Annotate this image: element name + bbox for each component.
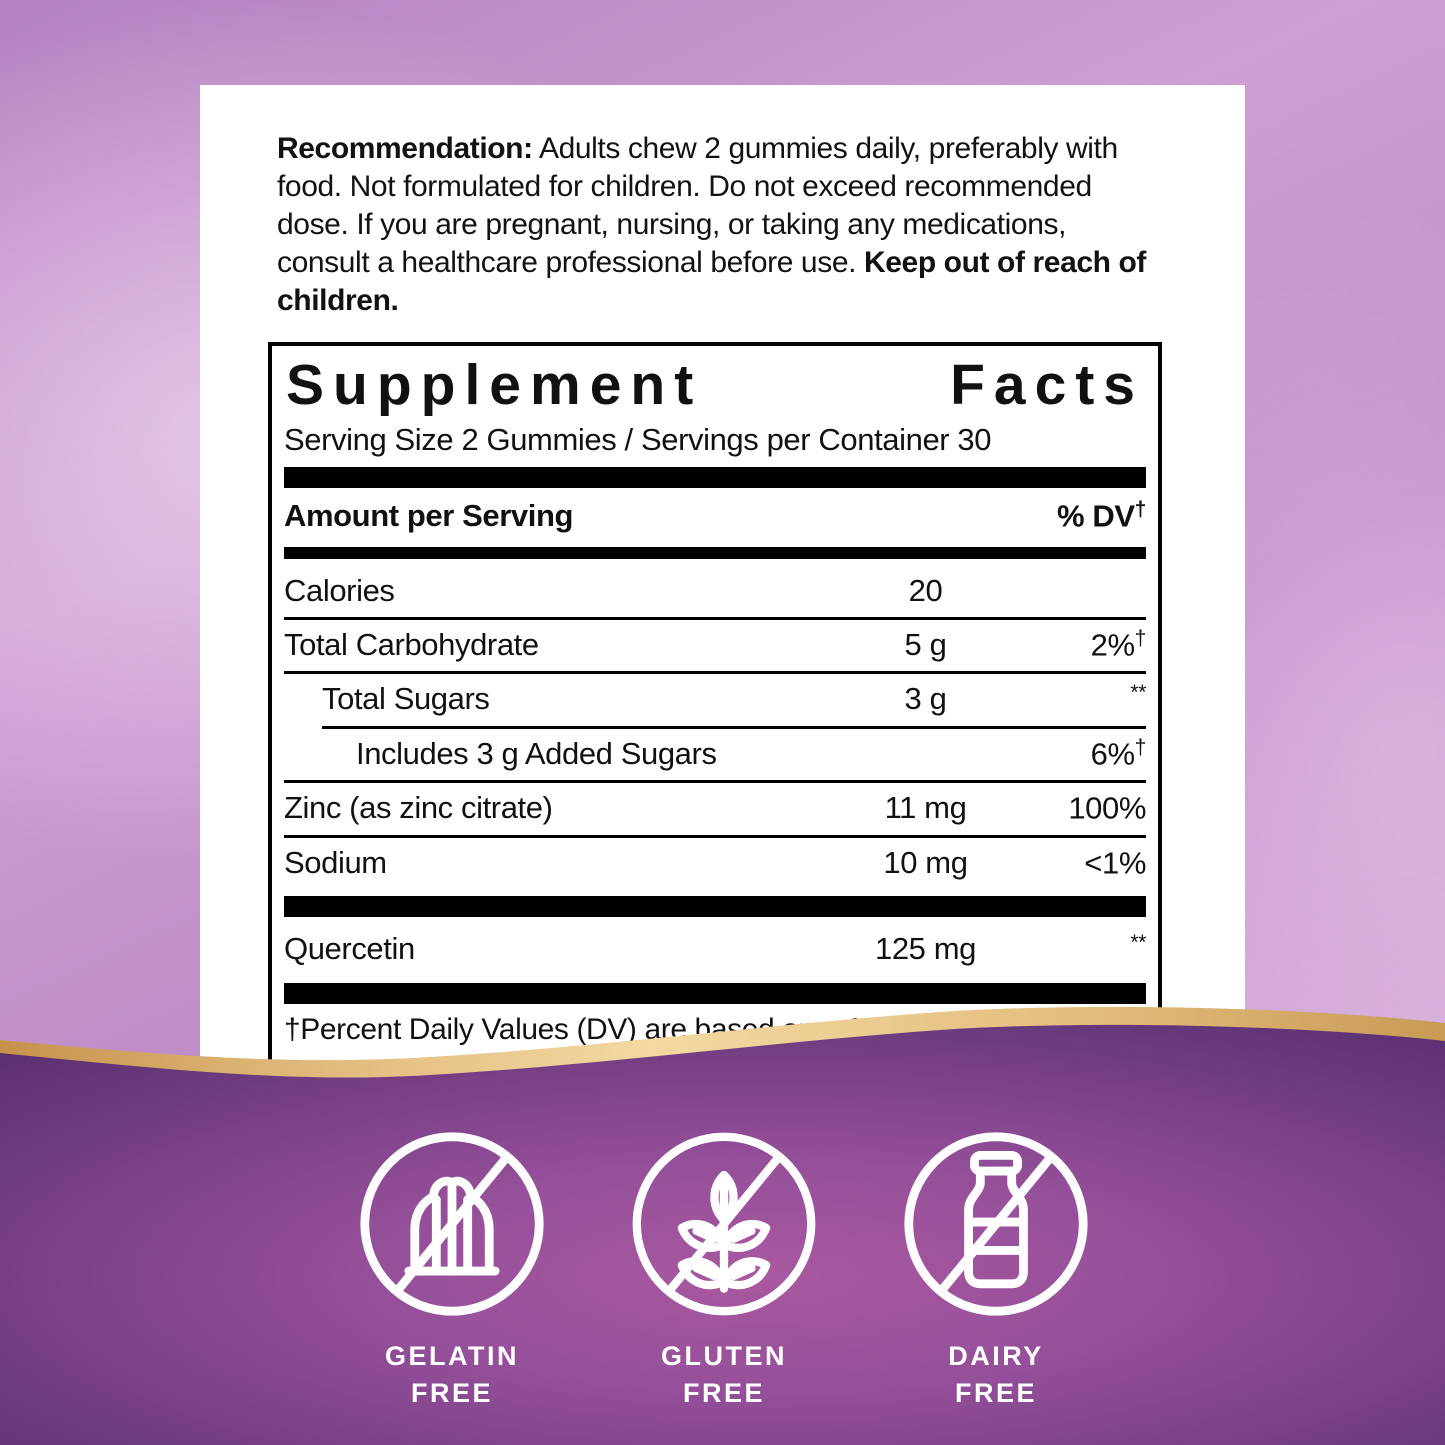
recommendation-warning: Keep out of reach of children. [277, 246, 1147, 317]
row-dv: 6%† [1090, 735, 1147, 772]
row-separator-indented [322, 725, 1146, 729]
row-amount: 5 g [904, 626, 947, 662]
title-word-facts: Facts [950, 353, 1144, 417]
row-amount: 3 g [904, 681, 947, 717]
gelatin-crossed-icon [360, 1132, 544, 1316]
dairy-crossed-icon [904, 1132, 1088, 1316]
recommendation-label: Recommendation: [277, 132, 533, 165]
badge-label-line1: DAIRY [948, 1341, 1044, 1371]
amount-per-serving-header: Amount per Serving [284, 498, 574, 533]
divider-thick-bar [284, 467, 1146, 488]
table-row-quercetin: Quercetin 125 mg ** [284, 924, 1146, 976]
row-name: Total Carbohydrate [284, 626, 539, 662]
recommendation-body: Adults chew 2 gummies daily, preferably … [277, 132, 1118, 279]
divider-thick-bar [284, 896, 1146, 918]
percent-dv-text: % DV [1057, 498, 1135, 534]
badge-label-line2: FREE [410, 1378, 493, 1408]
badge-label-line2: FREE [954, 1378, 1037, 1408]
row-separator [284, 780, 1146, 784]
row-dv: ** [1130, 931, 1146, 955]
badge-label-line1: GELATIN [385, 1341, 519, 1371]
row-name: Quercetin [284, 931, 415, 967]
row-dv: 100% [1068, 790, 1146, 826]
table-row-total-carbohydrate: Total Carbohydrate 5 g 2%† [284, 620, 1146, 672]
row-amount: 10 mg [883, 844, 968, 880]
row-separator [284, 616, 1146, 620]
dv-dagger: † [1134, 498, 1147, 521]
badge-label: GELATIN FREE [346, 1338, 558, 1412]
table-header-row: Amount per Serving % DV† [284, 495, 1146, 540]
supplement-facts-title: Supplement Facts [284, 352, 1146, 416]
serving-size-line: Serving Size 2 Gummies / Servings per Co… [284, 422, 992, 457]
row-dv: <1% [1084, 845, 1146, 881]
row-name: Includes 3 g Added Sugars [356, 735, 717, 771]
row-dv: 2%† [1090, 626, 1147, 663]
badge-gelatin-free: GELATIN FREE [346, 1126, 558, 1412]
badge-dairy-free: DAIRY FREE [890, 1126, 1102, 1412]
row-name: Total Sugars [322, 681, 490, 717]
percent-dv-header: % DV† [1057, 498, 1146, 535]
row-name: Zinc (as zinc citrate) [284, 790, 553, 826]
badge-label-line1: GLUTEN [661, 1341, 787, 1371]
supplement-facts-panel: Supplement Facts Serving Size 2 Gummies … [268, 342, 1162, 1109]
recommendation-paragraph: Recommendation: Adults chew 2 gummies da… [277, 130, 1157, 320]
badge-label: GLUTEN FREE [618, 1338, 830, 1412]
table-row-sodium: Sodium 10 mg <1% [284, 838, 1146, 890]
badge-label: DAIRY FREE [890, 1338, 1102, 1412]
title-word-supplement: Supplement [286, 353, 703, 417]
label-card: Recommendation: Adults chew 2 gummies da… [200, 85, 1245, 1195]
badge-label-line2: FREE [682, 1378, 765, 1408]
table-row-added-sugars: Includes 3 g Added Sugars 6%† [284, 729, 1146, 781]
row-separator [284, 671, 1146, 675]
row-amount: 20 [908, 572, 943, 608]
badge-gluten-free: GLUTEN FREE [618, 1126, 830, 1412]
divider-medium-bar [284, 546, 1146, 559]
row-amount: 125 mg [875, 931, 976, 967]
row-amount: 11 mg [884, 790, 967, 826]
row-name: Sodium [284, 844, 387, 880]
table-row-total-sugars: Total Sugars 3 g ** [284, 674, 1146, 726]
row-dv: ** [1130, 681, 1146, 705]
table-row-calories: Calories 20 [284, 566, 1146, 617]
row-separator [284, 834, 1146, 838]
divider-thick-bar [284, 982, 1146, 1004]
gluten-crossed-icon [632, 1132, 816, 1316]
row-name: Calories [284, 572, 395, 608]
table-row-zinc: Zinc (as zinc citrate) 11 mg 100% [284, 783, 1146, 835]
